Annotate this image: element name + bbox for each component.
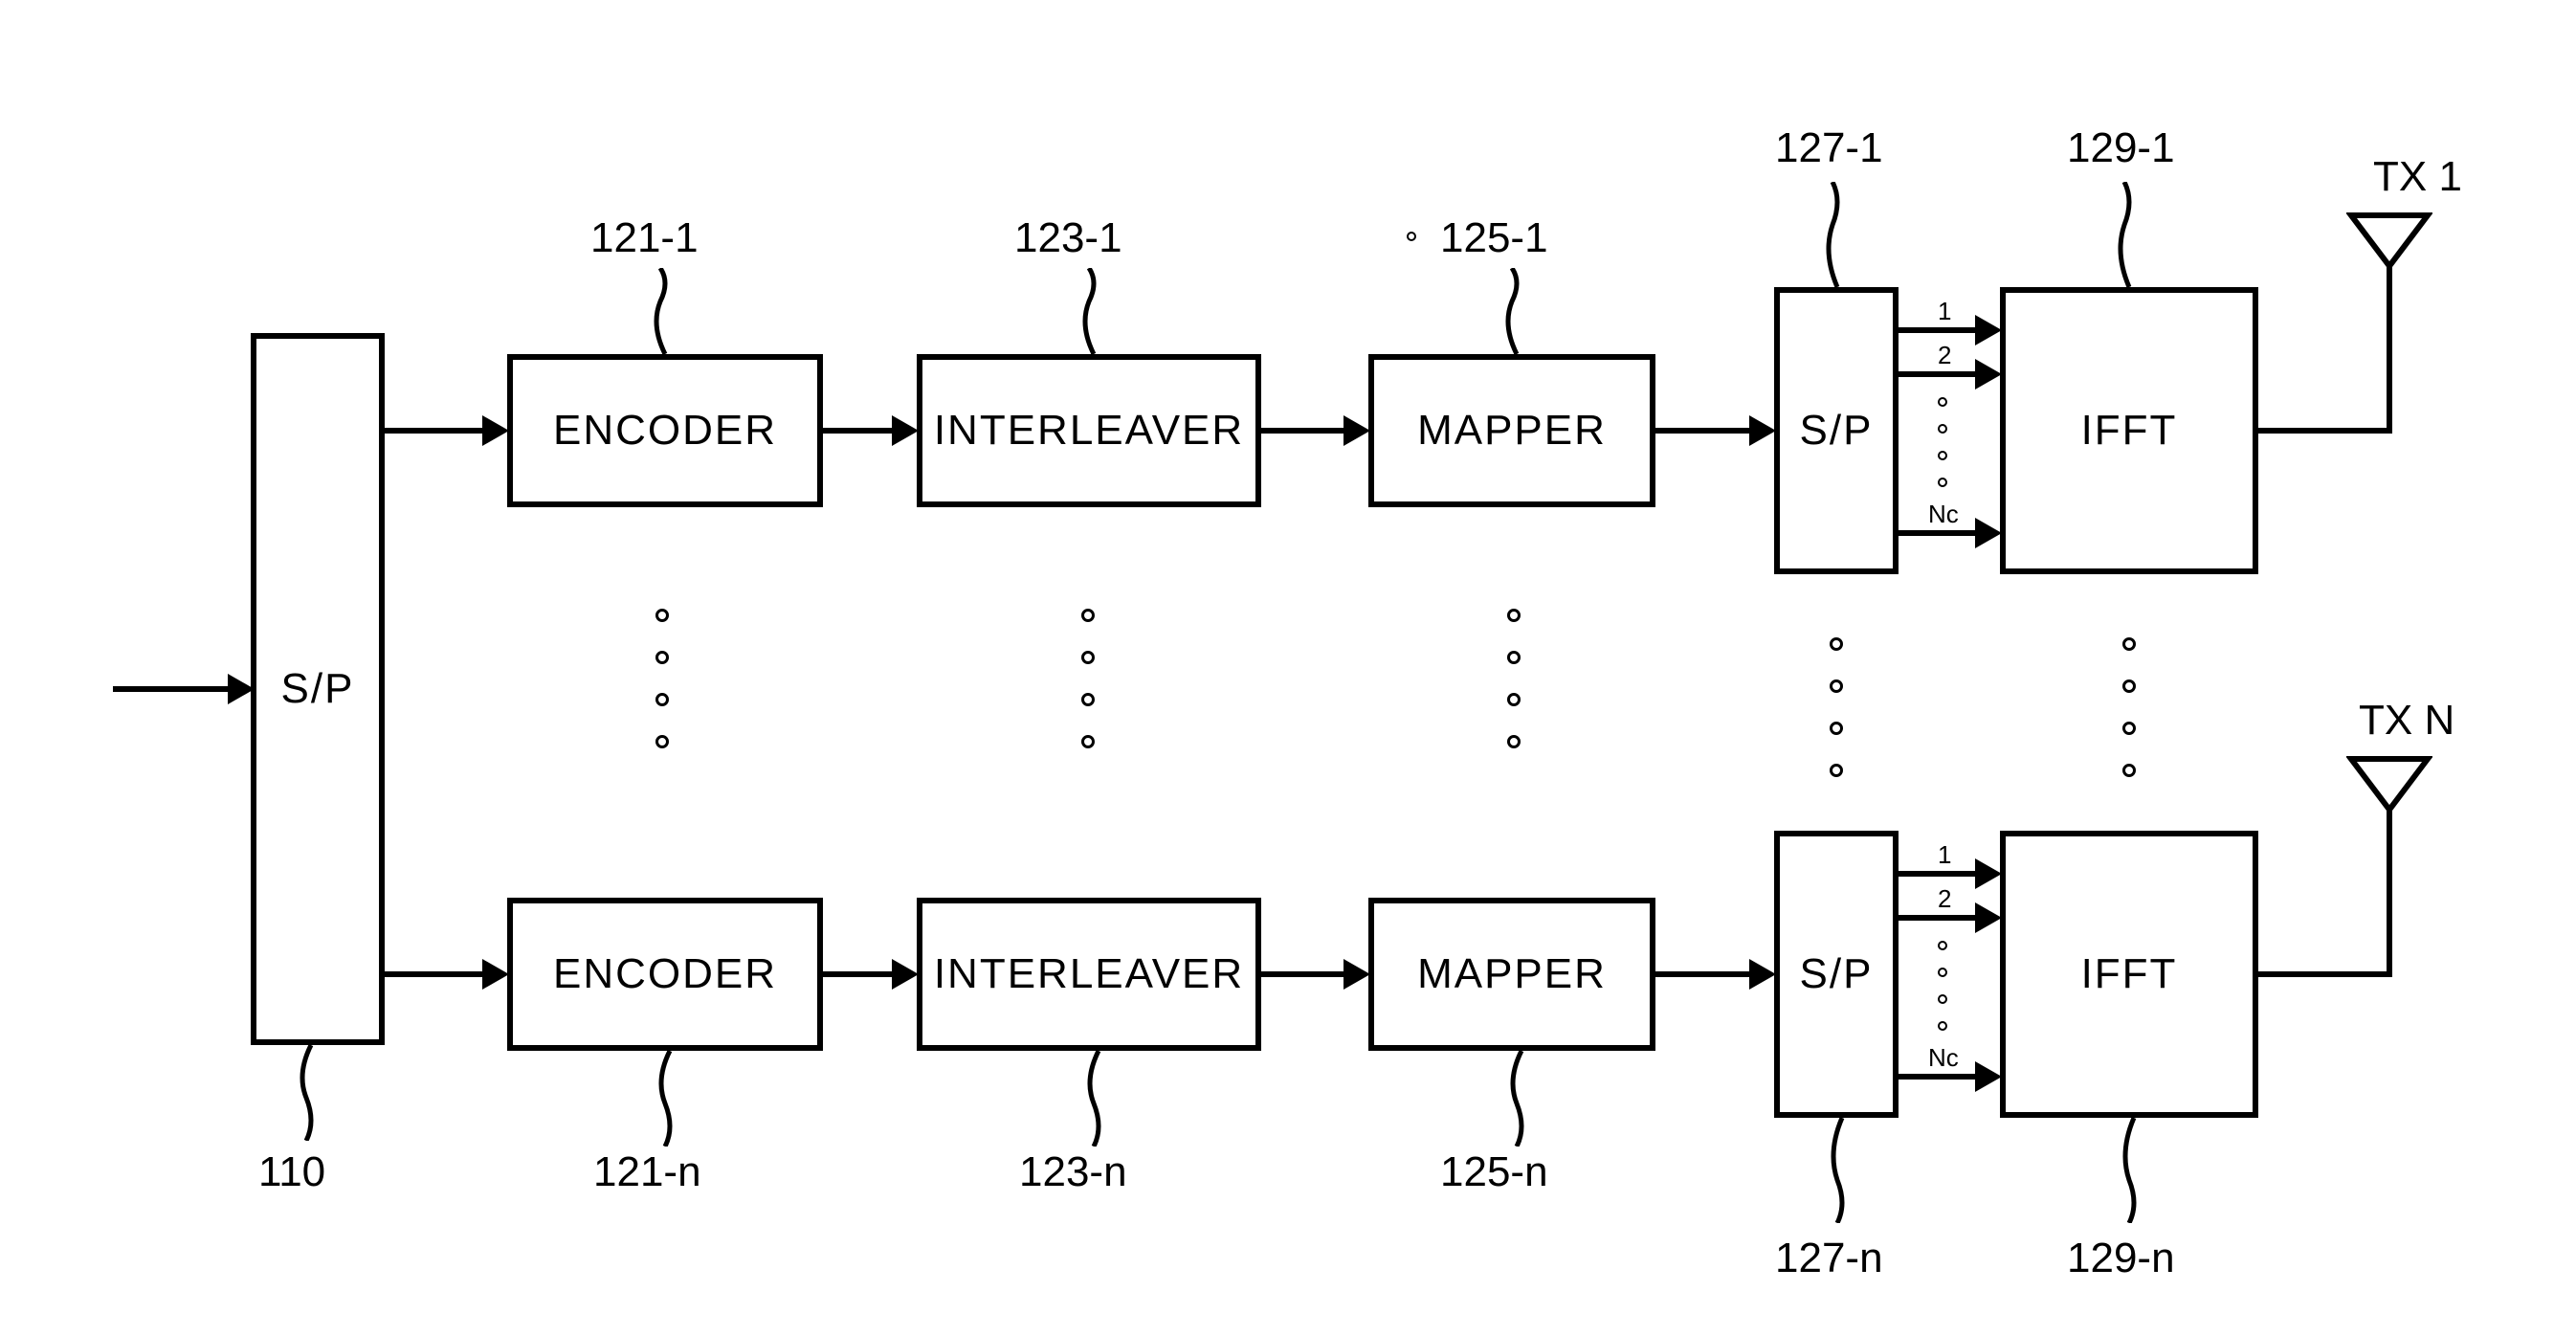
sp-ifft-line1-n-head bbox=[1975, 858, 2002, 889]
sp-main-text: S/P bbox=[281, 665, 355, 713]
arrow-int-map-1-head bbox=[1344, 415, 1370, 446]
leader-129-n bbox=[2105, 1118, 2163, 1223]
sp-1-block: S/P bbox=[1774, 287, 1899, 574]
sp-ifft-lineN-1-head bbox=[1975, 518, 2002, 548]
sp-main-block: S/P bbox=[251, 333, 385, 1045]
sp-ifft-lineN-n-head bbox=[1975, 1061, 2002, 1092]
ifft-1-text: IFFT bbox=[2081, 407, 2178, 455]
ref-121-1: 121-1 bbox=[590, 214, 699, 262]
sp-ifft-label2-1: 2 bbox=[1938, 341, 1951, 370]
leader-121-n bbox=[641, 1051, 699, 1147]
interleaver-1-text: INTERLEAVER bbox=[934, 407, 1244, 455]
leader-125-1 bbox=[1493, 268, 1550, 354]
vdots-sp bbox=[1830, 637, 1843, 777]
ref-127-1: 127-1 bbox=[1775, 124, 1883, 172]
ref-125-1: 125-1 bbox=[1440, 214, 1548, 262]
sp-n-text: S/P bbox=[1800, 950, 1874, 998]
arrow-map-sp-1-head bbox=[1749, 415, 1776, 446]
ref-110: 110 bbox=[258, 1148, 325, 1196]
leader-127-n bbox=[1813, 1118, 1871, 1223]
antenna-1-icon bbox=[2346, 211, 2432, 270]
sp-ifft-labelN-1: Nc bbox=[1928, 500, 1959, 529]
sp-1-text: S/P bbox=[1800, 407, 1874, 455]
arrow-sp-encoder-n-head bbox=[482, 959, 509, 990]
arrow-enc-int-1-head bbox=[892, 415, 919, 446]
ref-121-n: 121-n bbox=[593, 1148, 701, 1196]
vdots-interleaver bbox=[1081, 609, 1095, 748]
leader-125-n bbox=[1493, 1051, 1550, 1147]
antenna-n-icon bbox=[2346, 754, 2432, 813]
ifft-1-block: IFFT bbox=[2000, 287, 2258, 574]
sp-ifft-labelN-n: Nc bbox=[1928, 1043, 1959, 1073]
arrow-sp-encoder-1-head bbox=[482, 415, 509, 446]
ifft-out-1 bbox=[2258, 428, 2392, 434]
ref-123-1: 123-1 bbox=[1014, 214, 1122, 262]
encoder-n-text: ENCODER bbox=[553, 950, 777, 998]
vdots-encoder bbox=[655, 609, 669, 748]
vdots-ifft bbox=[2122, 637, 2136, 777]
ant-stem-n bbox=[2387, 810, 2392, 977]
ref-123-n: 123-n bbox=[1019, 1148, 1127, 1196]
ifft-n-text: IFFT bbox=[2081, 950, 2178, 998]
ref-129-n: 129-n bbox=[2067, 1235, 2175, 1282]
ifft-n-block: IFFT bbox=[2000, 831, 2258, 1118]
encoder-1-block: ENCODER bbox=[507, 354, 823, 507]
leader-110 bbox=[282, 1045, 340, 1141]
leader-121-1 bbox=[641, 268, 699, 354]
mapper-1-block: MAPPER bbox=[1368, 354, 1655, 507]
sp-n-block: S/P bbox=[1774, 831, 1899, 1118]
arrow-map-sp-n-head bbox=[1749, 959, 1776, 990]
interleaver-1-block: INTERLEAVER bbox=[917, 354, 1261, 507]
ref-125-n: 125-n bbox=[1440, 1148, 1548, 1196]
sp-ifft-line2-n-head bbox=[1975, 902, 2002, 933]
sp-ifft-line1-1-head bbox=[1975, 315, 2002, 345]
sp-ifft-label2-n: 2 bbox=[1938, 884, 1951, 914]
stray-dot bbox=[1407, 232, 1416, 241]
input-arrow bbox=[113, 686, 247, 692]
encoder-1-text: ENCODER bbox=[553, 407, 777, 455]
encoder-n-block: ENCODER bbox=[507, 898, 823, 1051]
sp-ifft-dots-n bbox=[1938, 941, 1947, 1031]
ref-129-1: 129-1 bbox=[2067, 124, 2175, 172]
mapper-1-text: MAPPER bbox=[1417, 407, 1607, 455]
leader-123-n bbox=[1070, 1051, 1127, 1147]
arrow-enc-int-n-head bbox=[892, 959, 919, 990]
ref-127-n: 127-n bbox=[1775, 1235, 1883, 1282]
sp-ifft-dots-1 bbox=[1938, 397, 1947, 487]
mapper-n-text: MAPPER bbox=[1417, 950, 1607, 998]
arrow-int-map-n-head bbox=[1344, 959, 1370, 990]
ifft-out-n bbox=[2258, 971, 2392, 977]
interleaver-n-block: INTERLEAVER bbox=[917, 898, 1261, 1051]
sp-ifft-label1-n: 1 bbox=[1938, 840, 1951, 870]
vdots-mapper bbox=[1507, 609, 1521, 748]
leader-129-1 bbox=[2105, 182, 2163, 287]
tx1-label: TX 1 bbox=[2373, 153, 2462, 201]
txn-label: TX N bbox=[2359, 697, 2454, 745]
sp-ifft-label1-1: 1 bbox=[1938, 297, 1951, 326]
interleaver-n-text: INTERLEAVER bbox=[934, 950, 1244, 998]
leader-123-1 bbox=[1070, 268, 1127, 354]
mapper-n-block: MAPPER bbox=[1368, 898, 1655, 1051]
ant-stem-1 bbox=[2387, 266, 2392, 434]
sp-ifft-line2-1-head bbox=[1975, 359, 2002, 390]
leader-127-1 bbox=[1813, 182, 1871, 287]
